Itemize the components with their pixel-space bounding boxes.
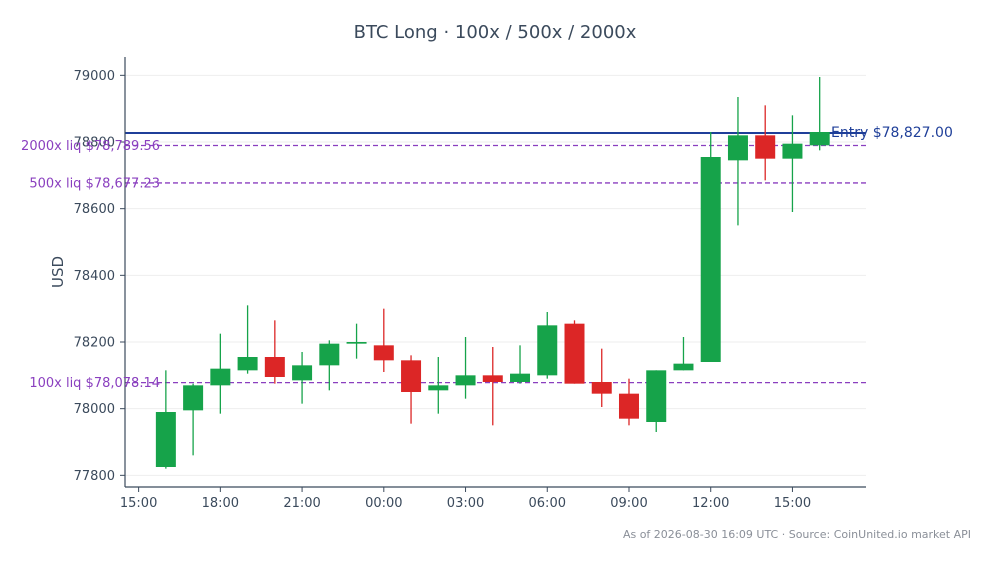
candle-body	[319, 343, 340, 366]
axes	[124, 57, 866, 488]
candle-body	[809, 132, 830, 146]
candle-body	[673, 363, 694, 371]
liquidation-label: 100x liq $78,078.14	[29, 376, 160, 391]
candle-body	[292, 365, 313, 381]
x-tick-label: 12:00	[692, 496, 729, 511]
candle-body	[510, 373, 531, 382]
candle-body	[755, 135, 776, 159]
candle-body	[264, 357, 285, 377]
x-ticks: 15:00 18:00 21:00 00:00 03:00 06:00 09:00 12:00…	[120, 487, 811, 511]
y-tick-label: 78600	[74, 202, 115, 217]
liquidation-label: 2000x liq $78,789.56	[21, 139, 160, 154]
x-tick-label: 15:00	[120, 496, 157, 511]
y-axis-title: USD	[49, 256, 67, 288]
candle-body	[618, 393, 639, 419]
candle-body	[564, 323, 585, 384]
candle-body	[591, 382, 612, 394]
y-tick-label: 77800	[74, 469, 115, 484]
candle-body	[646, 370, 667, 422]
y-tick-label: 79000	[74, 69, 115, 84]
candle-body	[455, 375, 476, 386]
x-tick-label: 21:00	[283, 496, 320, 511]
candle-body	[346, 342, 367, 344]
reference-line-labels: Entry $78,827.00 2000x liq $78,789.56 500x…	[21, 125, 953, 391]
footer-note: As of 2026-08-30 16:09 UTC · Source: Coi…	[623, 528, 971, 541]
candle-body	[183, 385, 204, 411]
x-tick-label: 18:00	[202, 496, 239, 511]
x-tick-label: 03:00	[447, 496, 484, 511]
x-tick-label: 06:00	[529, 496, 566, 511]
y-tick-label: 78400	[74, 269, 115, 284]
candle-body	[237, 357, 258, 371]
entry-label: Entry $78,827.00	[831, 125, 953, 141]
chart-title: BTC Long · 100x / 500x / 2000x	[354, 22, 637, 43]
candle-body	[210, 368, 231, 386]
y-tick-label: 78200	[74, 336, 115, 351]
candle-body	[428, 385, 449, 391]
reference-lines	[125, 132, 866, 384]
y-tick-label: 78800	[74, 136, 115, 151]
candle-body	[373, 345, 394, 361]
x-tick-label: 00:00	[365, 496, 402, 511]
grid-lines	[125, 74, 866, 476]
candle-body	[537, 325, 558, 376]
candle-body	[782, 143, 803, 159]
x-tick-label: 15:00	[774, 496, 811, 511]
liquidation-label: 500x liq $78,677.23	[29, 176, 160, 191]
x-tick-label: 09:00	[610, 496, 647, 511]
candle-body	[482, 375, 503, 382]
candle-body	[727, 135, 748, 161]
candle-body	[401, 360, 422, 392]
candle-body	[155, 412, 176, 467]
y-tick-label: 78000	[74, 402, 115, 417]
candles	[155, 77, 830, 469]
candle-body	[700, 157, 721, 362]
y-ticks: 77800 78000 78200 78400 78600 78800 79000	[74, 69, 125, 484]
